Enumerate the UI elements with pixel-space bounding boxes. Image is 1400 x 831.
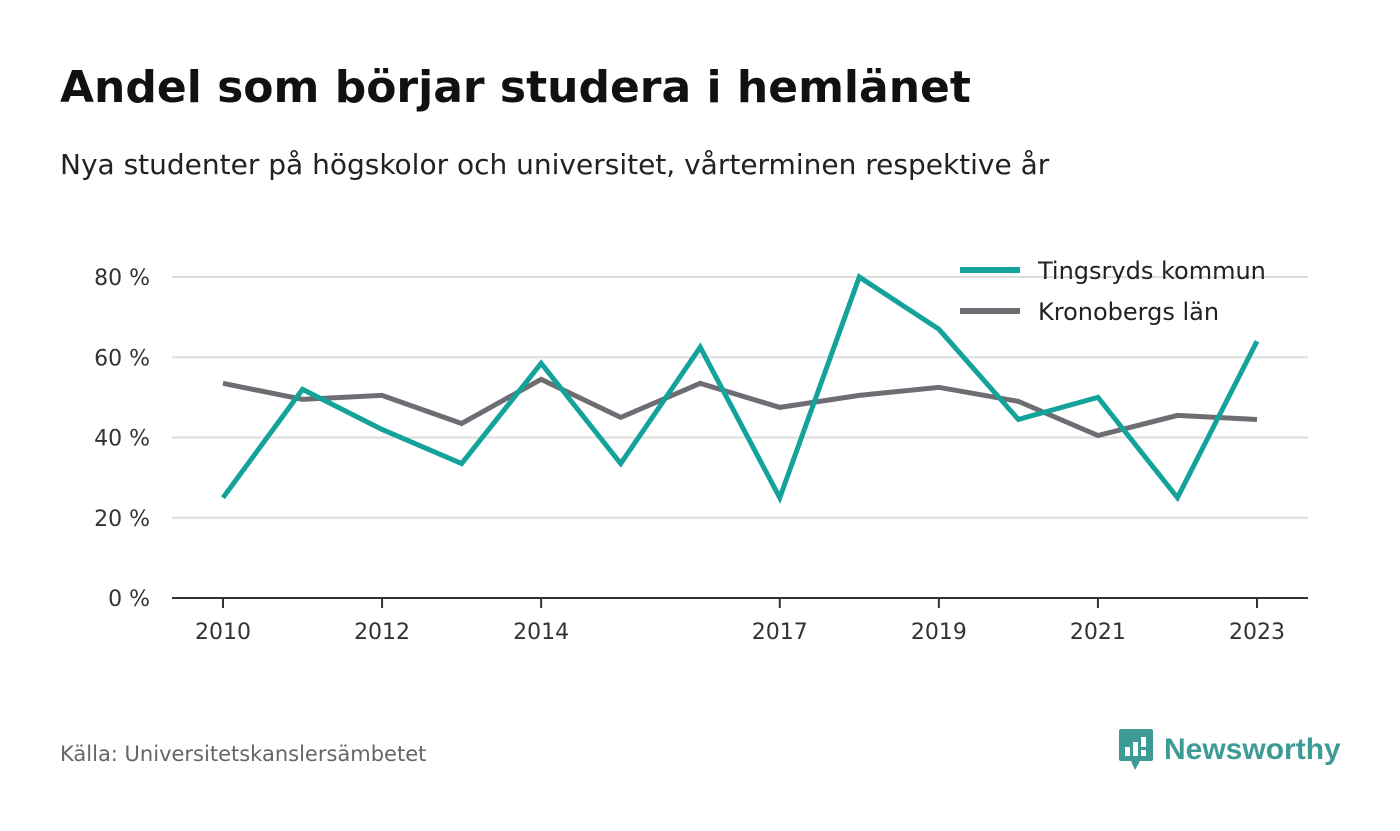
chart-title: Andel som börjar studera i hemlänet [60, 62, 971, 113]
y-tick-label: 20 % [94, 507, 150, 532]
series-line-2 [222, 376, 1258, 439]
y-tick-label: 80 % [94, 266, 150, 291]
x-tick-label: 2021 [1070, 620, 1126, 645]
x-tick-label: 2010 [195, 620, 251, 645]
newsworthy-logo-icon [1119, 729, 1153, 770]
source-note: Källa: Universitetskanslersämbetet [60, 742, 427, 766]
brand-name: Newsworthy [1164, 733, 1341, 766]
y-tick-label: 40 % [94, 427, 150, 452]
grid-lines [172, 276, 1308, 519]
legend-label: Tingsryds kommun [1037, 257, 1266, 285]
series-line-1 [220, 273, 1260, 504]
x-tick-label: 2023 [1229, 620, 1285, 645]
y-tick-label: 60 % [94, 346, 150, 371]
series-lines [220, 273, 1260, 504]
x-tick-label: 2017 [752, 620, 808, 645]
chart-subtitle: Nya studenter på högskolor och universit… [60, 148, 1050, 181]
x-tick-label: 2012 [354, 620, 410, 645]
brand-logo: Newsworthy [1118, 728, 1341, 772]
legend-label: Kronobergs län [1038, 298, 1219, 326]
y-tick-label: 0 % [108, 587, 150, 612]
legend: Tingsryds kommun Kronobergs län [960, 257, 1266, 326]
x-tick-label: 2019 [911, 620, 967, 645]
x-tick-label: 2014 [513, 620, 569, 645]
axes: 0 % 20 % 40 % 60 % 80 % 2010 2012 2014 2017 2019 2… [94, 266, 1308, 645]
